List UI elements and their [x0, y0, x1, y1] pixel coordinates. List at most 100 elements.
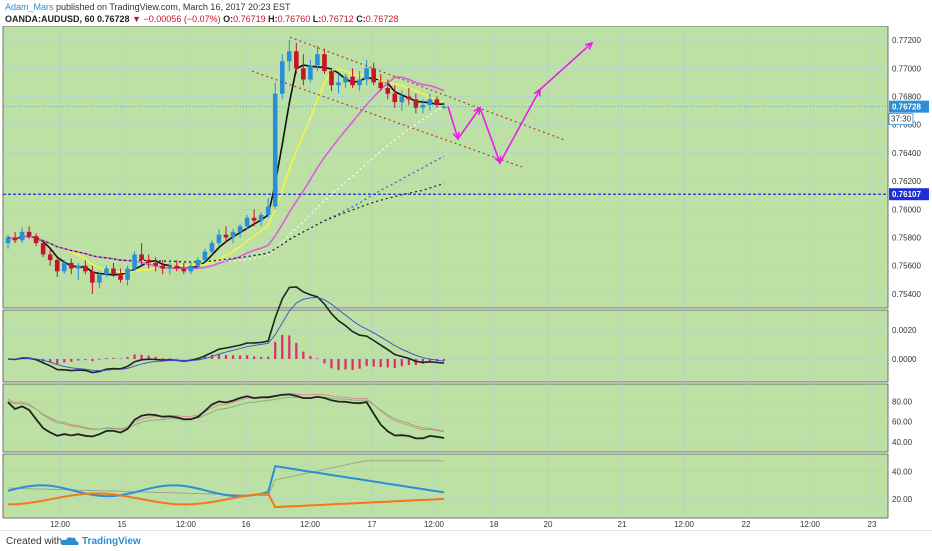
candle-body [371, 68, 376, 83]
last-price-tag [889, 100, 929, 113]
candle-body [308, 65, 313, 80]
price-tick-label: 0.75600 [892, 262, 921, 271]
projection-path [447, 42, 593, 165]
candle-body [279, 61, 285, 94]
candle-body [294, 51, 299, 69]
time-tick-label: 18 [490, 520, 499, 529]
time-tick-label: 23 [868, 520, 877, 529]
time-tick-label: 12:00 [176, 520, 197, 529]
candle-body [301, 68, 306, 80]
candle-body [230, 231, 236, 238]
osc-tick-label: 60.00 [892, 418, 913, 427]
candle-body [343, 76, 348, 83]
user-drawings [3, 36, 888, 195]
projection-arrowhead [494, 155, 502, 165]
time-tick-label: 15 [118, 520, 127, 529]
channel-upper-line [289, 36, 566, 141]
candle-body [378, 82, 384, 89]
time-tick-label: 12:00 [50, 520, 71, 529]
time-tick-label: 16 [242, 520, 251, 529]
ma-dotted-black [7, 183, 445, 263]
countdown-tag [888, 113, 914, 126]
candle-body [413, 99, 419, 108]
price-tick-label: 0.75400 [892, 290, 921, 299]
candle-body [61, 262, 67, 272]
time-axis[interactable]: 12:00 15 12:00 16 12:00 17 12:00 18 20 21 12:00 22 1… [50, 520, 877, 529]
projection-arrowhead [533, 87, 541, 97]
time-tick-label: 12:00 [300, 520, 321, 529]
chart-panels [2, 26, 889, 519]
time-tick-label: 12:00 [800, 520, 821, 529]
candle-body [104, 268, 109, 275]
candle-body [441, 106, 447, 108]
tradingview-brand[interactable]: TradingView [82, 536, 141, 547]
candle-body [188, 265, 194, 272]
ohlc-open: 0.76719 [233, 14, 266, 24]
candle-body [47, 254, 53, 261]
grid-lines [3, 26, 888, 518]
dmi-panel [2, 453, 889, 519]
oscillator-panel [2, 383, 889, 453]
projection-arrowhead [473, 106, 482, 115]
symbol-line: OANDA:AUDUSD, 60 0.76728 ▼ −0.00056 (−0.… [5, 13, 398, 25]
macd-panel [2, 309, 889, 383]
candle-body [244, 217, 250, 227]
candle-body [223, 234, 229, 238]
candle-body [76, 265, 81, 269]
osc-slow-line [7, 396, 445, 432]
candle-body [167, 265, 173, 269]
countdown-label: 37:30 [891, 115, 912, 124]
candle-body [364, 68, 369, 80]
osc-tick-label: 80.00 [892, 397, 913, 406]
time-tick-label: 22 [742, 520, 751, 529]
chart-canvas[interactable]: 0.77200 0.77000 0.76800 0.76600 0.76400 0.762… [0, 26, 932, 530]
ohlc-high-label: H: [268, 14, 278, 24]
candle-body [322, 54, 327, 72]
candle-body [392, 93, 398, 103]
candle-body [33, 236, 39, 244]
tradingview-cloud-icon [60, 537, 79, 545]
candle-body [132, 254, 137, 269]
publisher-name[interactable]: Adam_Mars [5, 2, 54, 12]
candle-body [336, 82, 341, 86]
price-tick-label: 0.76400 [892, 149, 921, 158]
candle-body [5, 237, 11, 244]
time-tick-label: 12:00 [674, 520, 695, 529]
candle-body [153, 262, 158, 266]
candle-body [329, 71, 334, 86]
candle-body [399, 96, 405, 103]
candle-body [357, 79, 362, 86]
candle-body [286, 51, 292, 62]
candle-body [195, 260, 201, 266]
price-axis[interactable]: 0.77200 0.77000 0.76800 0.76600 0.76400 0.762… [888, 36, 929, 504]
candle-body [209, 243, 215, 252]
macd-tick-label: 0.0020 [892, 326, 917, 335]
candle-body [83, 265, 88, 272]
time-tick-label: 12:00 [424, 520, 445, 529]
candle-body [251, 217, 257, 221]
created-with-label: Created with [6, 536, 63, 547]
ma-yellow-line [7, 67, 445, 274]
ohlc-close: 0.76728 [365, 14, 399, 24]
symbol-label: OANDA:AUDUSD, 60 [5, 14, 95, 24]
candle-body [427, 99, 433, 105]
candle-body [12, 237, 18, 241]
osc-tick-label: 40.00 [892, 438, 913, 447]
di-plus-line [7, 465, 445, 498]
candle-body [237, 226, 243, 232]
ohlc-low-label: L: [312, 14, 322, 24]
last-price-label: 0.76728 [892, 103, 921, 112]
candle-body [26, 231, 32, 237]
candle-body [434, 99, 440, 105]
time-tick-label: 20 [544, 520, 553, 529]
price-tick-label: 0.76800 [892, 93, 921, 102]
projection-arrowhead [585, 41, 594, 50]
candle-body [139, 254, 144, 261]
macd-signal-line [7, 297, 445, 372]
candle-body [181, 268, 187, 272]
published-text: published on TradingView.com, March 16, … [53, 2, 291, 12]
candle-body [68, 262, 74, 269]
support-price-tag [889, 188, 929, 201]
ohlc-close-label: C: [356, 14, 366, 24]
support-price-label: 0.76107 [892, 190, 921, 199]
